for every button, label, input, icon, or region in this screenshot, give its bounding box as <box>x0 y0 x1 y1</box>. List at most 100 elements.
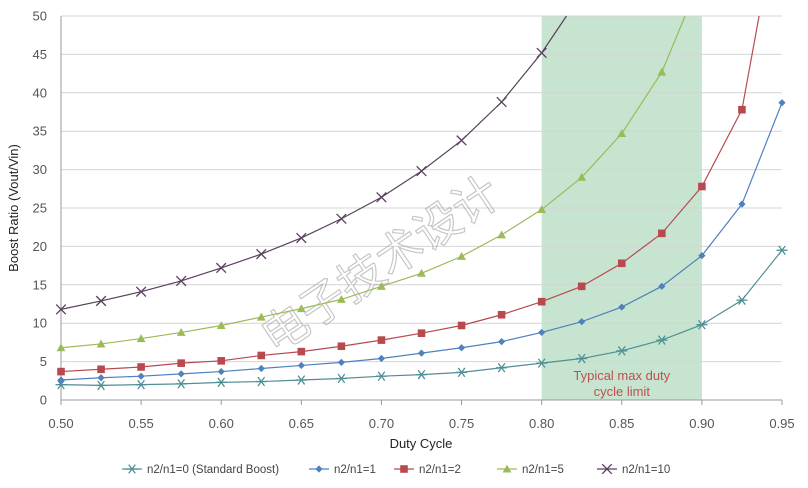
data-point <box>617 129 627 138</box>
legend-label: n2/n1=5 <box>522 464 564 476</box>
y-tick-label: 20 <box>33 239 47 254</box>
data-point <box>417 349 426 357</box>
data-point <box>295 375 307 385</box>
data-point <box>336 294 346 303</box>
data-point <box>658 282 666 290</box>
data-point <box>537 205 547 214</box>
y-tick-label: 45 <box>33 47 47 62</box>
y-tick-label: 15 <box>33 277 47 292</box>
legend-item: n2/n1=1 <box>309 464 376 476</box>
y-tick-label: 40 <box>33 85 47 100</box>
y-tick-label: 5 <box>40 354 47 369</box>
data-point <box>217 367 225 376</box>
data-point <box>698 252 706 260</box>
data-point <box>97 374 105 382</box>
data-point <box>95 380 107 391</box>
data-point <box>618 303 626 311</box>
data-point <box>57 376 65 384</box>
data-point <box>736 295 748 305</box>
data-point <box>616 346 628 356</box>
data-point <box>257 351 266 360</box>
data-point <box>176 328 186 336</box>
data-point <box>177 359 185 367</box>
data-point <box>576 353 588 364</box>
series-1 <box>55 245 788 391</box>
x-tick-label: 0.60 <box>209 416 234 431</box>
data-point <box>656 335 668 345</box>
y-tick-label: 35 <box>33 124 47 139</box>
data-point <box>416 165 427 177</box>
data-point <box>215 377 227 388</box>
data-point <box>456 135 467 146</box>
data-point <box>657 67 667 76</box>
data-point <box>215 262 227 274</box>
x-tick-label: 0.55 <box>128 416 153 431</box>
legend-item: n2/n1=5 <box>497 464 564 476</box>
y-tick-label: 10 <box>33 316 47 331</box>
data-point <box>175 275 187 287</box>
data-point <box>698 182 706 191</box>
data-point <box>416 369 427 380</box>
data-point <box>255 376 267 387</box>
data-point <box>257 364 265 373</box>
data-point <box>496 96 507 108</box>
x-tick-label: 0.65 <box>289 416 314 431</box>
grid-layer <box>61 15 782 401</box>
legend-marker <box>126 464 138 474</box>
legend-label: n2/n1=2 <box>419 464 461 476</box>
y-tick-label: 25 <box>33 201 47 216</box>
y-tick-label: 50 <box>33 9 47 24</box>
data-point <box>137 363 145 371</box>
data-point <box>377 336 386 344</box>
data-point <box>136 334 146 343</box>
data-point <box>536 358 548 368</box>
data-point <box>296 304 306 313</box>
legend-marker <box>502 464 512 473</box>
data-point <box>256 312 266 321</box>
data-point <box>537 297 546 306</box>
legend-marker <box>315 465 323 473</box>
data-point <box>55 379 67 390</box>
data-point <box>337 342 346 351</box>
series-5 <box>55 15 567 315</box>
data-point <box>498 338 506 346</box>
data-point <box>457 321 466 330</box>
data-point <box>57 367 65 376</box>
data-point <box>738 105 746 114</box>
data-point <box>296 232 307 244</box>
data-point <box>658 229 666 238</box>
data-point <box>457 344 466 352</box>
data-point <box>177 370 185 378</box>
legend-label: n2/n1=1 <box>334 464 376 476</box>
data-point <box>776 245 788 256</box>
data-point <box>417 268 426 277</box>
data-point <box>335 373 347 384</box>
data-point <box>456 367 468 378</box>
data-point <box>56 343 66 352</box>
axis-layer: 0 5 10 15 20 25 30 35 40 45 50 0.50 0.55 0.60 0.65 0.70… <box>33 9 795 432</box>
data-point <box>497 310 506 319</box>
data-point <box>538 328 546 337</box>
data-point <box>135 379 147 390</box>
x-tick-label: 0.95 <box>769 416 794 431</box>
annotation: Typical max duty cycle limit <box>573 368 670 399</box>
data-point <box>336 213 347 225</box>
annotation-line-1: Typical max duty <box>573 368 670 383</box>
data-point <box>375 371 387 381</box>
legend-item: n2/n1=2 <box>394 464 461 476</box>
data-point <box>778 99 786 107</box>
data-point <box>297 361 305 370</box>
x-tick-label: 0.75 <box>449 416 474 431</box>
data-point <box>696 319 708 330</box>
data-point <box>577 172 587 181</box>
legend-marker <box>601 463 613 475</box>
legend-item: n2/n1=0 (Standard Boost) <box>122 464 279 476</box>
data-point <box>97 365 105 374</box>
y-axis-title: Boost Ratio (Vout/Vin) <box>6 144 21 272</box>
data-point <box>175 379 187 389</box>
x-tick-label: 0.90 <box>689 416 714 431</box>
data-point <box>457 251 466 260</box>
data-point <box>617 259 626 268</box>
legend-label: n2/n1=0 (Standard Boost) <box>147 464 279 476</box>
x-tick-label: 0.85 <box>609 416 634 431</box>
